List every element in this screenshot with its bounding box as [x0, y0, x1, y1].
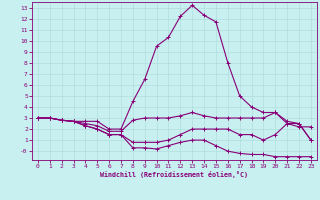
X-axis label: Windchill (Refroidissement éolien,°C): Windchill (Refroidissement éolien,°C): [100, 171, 248, 178]
